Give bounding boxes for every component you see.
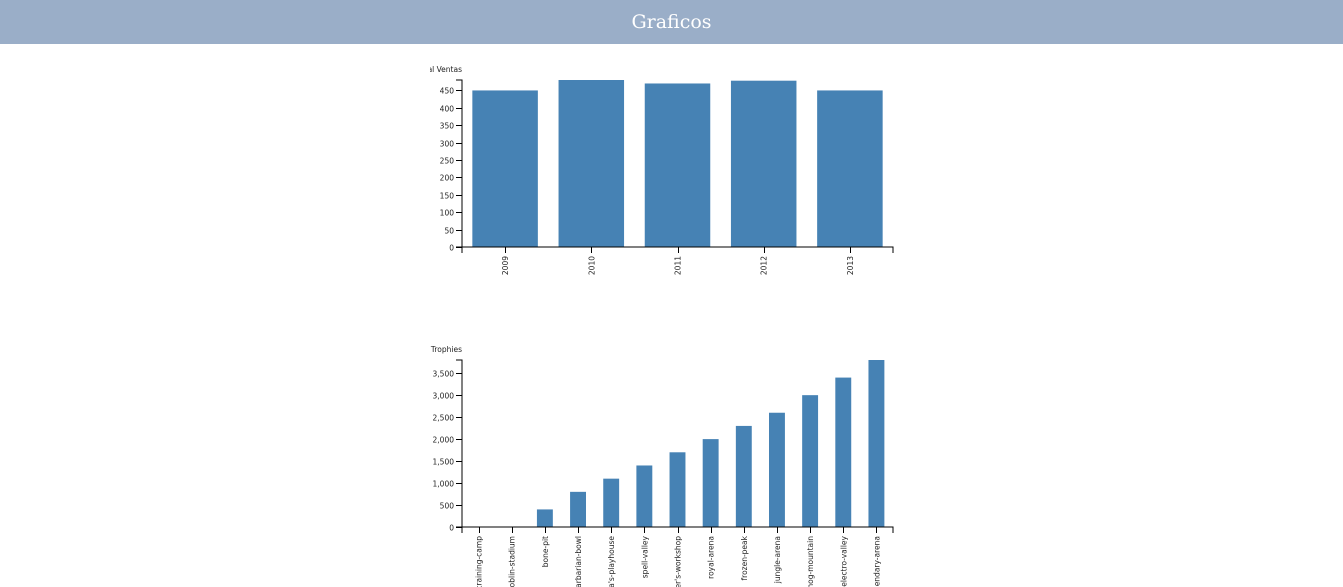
page-title: Graficos xyxy=(631,11,712,33)
y-axis-line xyxy=(456,359,463,528)
bar-2013 xyxy=(817,90,883,247)
y-tick-label: 200 xyxy=(440,174,455,183)
bar-jungle-arena xyxy=(769,412,785,527)
x-tick-label: hog-mountain xyxy=(806,536,815,587)
bar-electro-valley xyxy=(835,377,852,527)
x-tick-label: barbarian-bowl xyxy=(574,536,583,587)
x-tick-label: royal-arena xyxy=(707,536,716,579)
y-tick-label: 3,500 xyxy=(433,370,455,379)
y-tick-label: 50 xyxy=(444,227,454,236)
bar-2009 xyxy=(472,90,538,247)
y-tick-label: 250 xyxy=(440,157,455,166)
bar-hog-mountain xyxy=(802,395,819,527)
x-tick-label: 2013 xyxy=(846,256,855,275)
x-tick-label: pekka's-playhouse xyxy=(607,536,616,587)
bar-barbarian-bowl xyxy=(570,491,586,527)
x-tick-label: training-camp xyxy=(475,536,484,587)
x-tick-label: legendary-arena xyxy=(872,536,881,587)
y-axis-label: Trophies xyxy=(430,345,462,354)
x-axis-line xyxy=(461,246,894,253)
y-tick-label: 500 xyxy=(440,502,455,511)
y-axis-line xyxy=(456,79,463,248)
bar-frozen-peak xyxy=(735,425,752,527)
x-tick-label: 2011 xyxy=(674,256,683,275)
bar-legendary-arena xyxy=(868,360,885,527)
bar-spell-valley xyxy=(636,465,653,527)
x-tick-label: 2012 xyxy=(760,256,769,275)
bar-2010 xyxy=(558,80,625,247)
x-tick-label: frozen-peak xyxy=(740,535,749,580)
bar-builder's-workshop xyxy=(669,452,686,527)
y-tick-label: 2,000 xyxy=(433,436,455,445)
y-tick-label: 0 xyxy=(449,244,454,253)
bar-royal-arena xyxy=(702,439,719,527)
x-tick-label: bone-pit xyxy=(541,536,550,567)
y-tick-label: 0 xyxy=(449,524,454,533)
bar-2011 xyxy=(644,83,711,247)
y-tick-label: 300 xyxy=(440,140,455,149)
trophies-bar-chart: Trophies 0 500 1,000 1,500 2,000 2,500 3,000 3,5… xyxy=(430,345,894,587)
bar-2012 xyxy=(730,80,797,247)
x-tick-label: builder's-workshop xyxy=(674,536,683,587)
bar-pekka's-playhouse xyxy=(603,478,620,527)
y-tick-label: 150 xyxy=(440,192,455,201)
x-tick-label: goblin-stadium xyxy=(508,536,517,587)
y-tick-label: 400 xyxy=(440,105,455,114)
x-axis-line xyxy=(461,526,894,533)
y-tick-label: 3,000 xyxy=(433,392,455,401)
page-header: Graficos xyxy=(0,0,1343,44)
y-tick-label: 100 xyxy=(440,209,455,218)
x-tick-label: 2009 xyxy=(501,256,510,275)
y-tick-label: 1,000 xyxy=(433,480,455,489)
y-axis-label: Total Ventas xyxy=(416,65,462,74)
y-tick-label: 350 xyxy=(440,122,455,131)
x-tick-label: electro-valley xyxy=(839,535,848,586)
y-tick-label: 450 xyxy=(440,87,455,96)
y-tick-label: 2,500 xyxy=(433,414,455,423)
y-tick-label: 1,500 xyxy=(433,458,455,467)
ventas-bar-chart: Total Ventas 0 50 100 150 200 250 300 350 400 450 2… xyxy=(416,65,894,275)
x-tick-label: jungle-arena xyxy=(773,536,782,584)
x-tick-label: spell-valley xyxy=(640,535,649,578)
x-tick-label: 2010 xyxy=(587,256,596,275)
bar-bone-pit xyxy=(536,509,553,527)
